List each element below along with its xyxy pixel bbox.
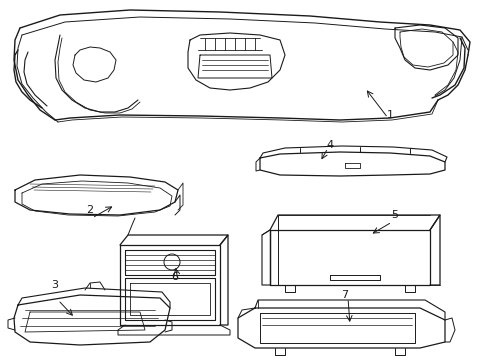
- Text: 3: 3: [51, 280, 58, 290]
- Text: 6: 6: [172, 272, 178, 282]
- Text: 1: 1: [387, 110, 393, 120]
- Text: 7: 7: [342, 290, 348, 300]
- Text: 2: 2: [86, 205, 94, 215]
- Text: 5: 5: [392, 210, 398, 220]
- Text: 4: 4: [326, 140, 334, 150]
